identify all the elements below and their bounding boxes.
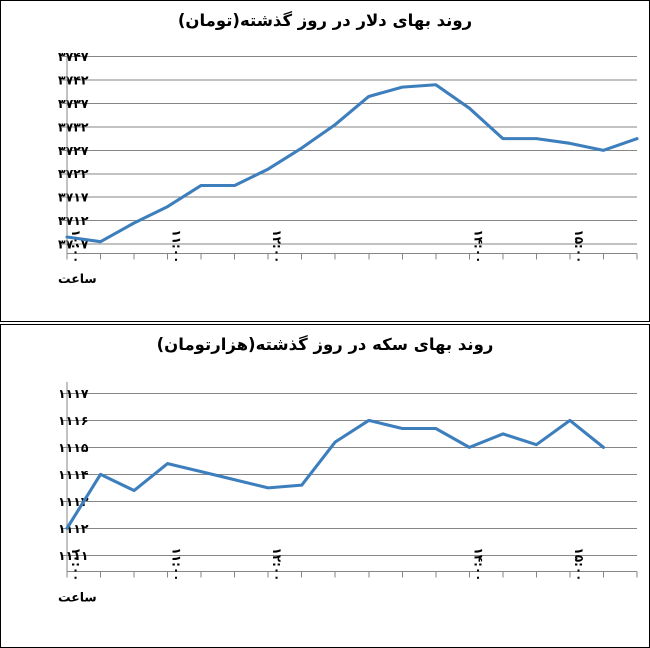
svg-text:۱۱:۰۰: ۱۱:۰۰ [170, 229, 184, 263]
svg-text:۱۲:۰۰: ۱۲:۰۰ [270, 548, 284, 582]
svg-text:۱۱:۰۰: ۱۱:۰۰ [170, 548, 184, 582]
y-axis-tick-label: ۱۱۱۵ [58, 440, 89, 455]
svg-text:۱۲:۰۰: ۱۲:۰۰ [270, 229, 284, 263]
x-axis-title: ساعت [58, 589, 97, 604]
x-axis-tick-label: ۱۵:۰۰ [572, 229, 586, 263]
x-axis-tick-label: ۱۲:۰۰ [270, 229, 284, 263]
svg-text:۱۰:۰۰: ۱۰:۰۰ [69, 548, 83, 582]
y-axis-tick-label: ۳۷۱۷ [58, 190, 89, 205]
y-axis-tick-label: ۳۷۴۲ [58, 73, 89, 88]
y-axis-tick-label: ۳۷۳۲ [58, 119, 89, 134]
y-axis-tick-label: ۳۷۳۷ [58, 96, 89, 111]
x-axis-tick-label: ۱۰:۰۰ [69, 229, 83, 263]
dollar-chart-panel: روند بهای دلار در روز گذشته(تومان) ۳۷۰۷ ۳… [0, 0, 650, 322]
coin-chart-title: روند بهای سکه در روز گذشته(هزارتومان) [156, 335, 494, 354]
coin-chart-panel: روند بهای سکه در روز گذشته(هزارتومان) ۱۱… [0, 324, 650, 648]
data-series-line [65, 418, 606, 530]
y-axis-tick-label: ۳۷۱۲ [58, 213, 89, 228]
x-axis-tick-label: ۱۲:۰۰ [270, 548, 284, 582]
y-axis-tick-label: ۳۷۲۲ [58, 166, 89, 181]
svg-text:۱۴:۰۰: ۱۴:۰۰ [471, 548, 485, 582]
svg-text:۱۵:۰۰: ۱۵:۰۰ [572, 229, 586, 263]
y-axis-tick-label: ۳۷۴۷ [58, 49, 89, 64]
x-axis-tick-label: ۱۴:۰۰ [471, 229, 485, 263]
x-axis-tick-label: ۱۱:۰۰ [170, 229, 184, 263]
y-axis-tick-label: ۱۱۱۶ [58, 413, 89, 428]
y-axis-tick-label: ۳۷۲۷ [58, 143, 89, 158]
y-axis-tick-label: ۱۱۱۷ [58, 386, 89, 401]
y-axis-tick-label: ۱۱۱۱ [58, 548, 89, 563]
y-axis-tick-label: ۱۱۱۴ [58, 467, 89, 482]
x-axis-tick-label: ۱۴:۰۰ [471, 548, 485, 582]
svg-text:۱۵:۰۰: ۱۵:۰۰ [572, 548, 586, 582]
x-axis-title: ساعت [58, 271, 97, 286]
svg-text:۱۴:۰۰: ۱۴:۰۰ [471, 229, 485, 263]
y-axis-tick-label: ۱۱۱۲ [58, 521, 89, 536]
x-axis-tick-label: ۱۵:۰۰ [572, 548, 586, 582]
dollar-chart-plot: ۳۷۰۷۳۷۱۲۳۷۱۷۳۷۲۲۳۷۲۷۳۷۳۲۳۷۳۷۳۷۴۲۳۷۴۷۱۰:۰… [58, 49, 639, 286]
data-series-line [65, 83, 639, 244]
dollar-chart-title: روند بهای دلار در روز گذشته(تومان) [177, 11, 473, 30]
x-axis-tick-label: ۱۱:۰۰ [170, 548, 184, 582]
svg-text:۱۰:۰۰: ۱۰:۰۰ [69, 229, 83, 263]
x-axis-tick-label: ۱۰:۰۰ [69, 548, 83, 582]
